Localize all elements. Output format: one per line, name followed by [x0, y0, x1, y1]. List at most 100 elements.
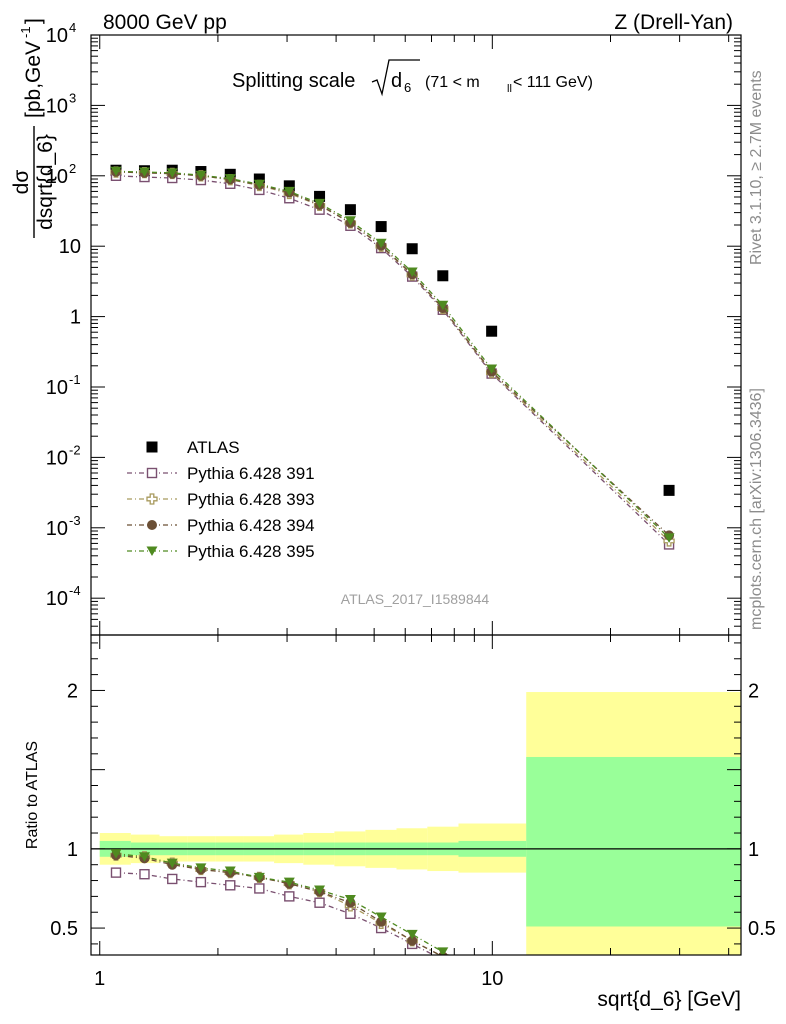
data-point	[314, 190, 326, 202]
y-tick-label: 10	[46, 166, 68, 188]
data-point	[375, 221, 387, 233]
y-tick-label: 10	[59, 236, 81, 258]
y-tick-label: 10	[46, 95, 68, 117]
legend-item: ATLAS	[146, 438, 240, 457]
ratio-point	[314, 897, 325, 908]
data-point	[283, 180, 295, 192]
ratio-point	[407, 935, 418, 946]
y-label-units-sup: -1	[18, 26, 33, 38]
ratio-point	[284, 891, 295, 902]
y-tick-label: 1	[70, 307, 81, 329]
mc-point	[253, 179, 265, 190]
legend-marker	[146, 546, 158, 556]
y-tick-label: 10	[46, 518, 68, 540]
ratio-series-group	[110, 849, 449, 955]
sqrt-symbol	[371, 59, 420, 97]
beam-label: 8000 GeV pp	[103, 11, 227, 34]
plot-title-text: Splitting scale	[232, 70, 355, 92]
x-axis-label: sqrt{d_6} [GeV]	[597, 988, 741, 1011]
legend-marker	[146, 493, 158, 505]
mc-point	[406, 267, 418, 277]
legend-label: Pythia 6.428 393	[187, 490, 315, 509]
ratio-series-line	[115, 852, 444, 953]
legend-label: Pythia 6.428 395	[187, 542, 315, 561]
legend-label: Pythia 6.428 391	[187, 464, 315, 483]
ratio-series	[110, 849, 449, 955]
ratio-point	[254, 883, 265, 894]
y-tick-label-exponent: -3	[69, 513, 81, 528]
legend-item: Pythia 6.428 395	[127, 542, 315, 561]
y-tick-label-exponent: -4	[69, 583, 81, 598]
y-tick-label: 10	[46, 588, 68, 610]
ratio-point	[167, 873, 178, 885]
mc-point	[110, 166, 122, 177]
ratio-point	[375, 912, 387, 922]
mc-point	[195, 170, 207, 181]
legend-marker	[147, 520, 157, 530]
legend-label: ATLAS	[187, 438, 240, 457]
y-label-denominator: dsqrt{d_6}	[34, 134, 57, 230]
data-point	[406, 243, 418, 255]
ratio-series-line	[115, 854, 442, 955]
ratio-y-tick-label: 0.5	[50, 918, 78, 940]
ratio-series-line	[115, 871, 436, 955]
main-series	[110, 166, 675, 541]
ratio-y-tick-label-right: 1	[748, 839, 759, 861]
mc-point	[486, 364, 498, 375]
ratio-y-tick-label-right: 2	[748, 680, 759, 702]
mc-point	[138, 167, 150, 178]
y-tick-label-exponent: 4	[69, 20, 76, 35]
plot-title-symbol-sub: 6	[404, 80, 411, 95]
data-point	[486, 325, 498, 337]
mc-point	[663, 533, 675, 543]
ratio-plot-frame	[90, 634, 742, 956]
plot-title-range-sub: ll	[507, 83, 512, 95]
x-tick-label: 10	[481, 968, 503, 990]
ratio-y-axis-label: Ratio to ATLAS	[24, 741, 41, 849]
ratio-point	[195, 876, 207, 888]
process-label: Z (Drell-Yan)	[614, 11, 733, 34]
x-tick-label: 1	[94, 968, 105, 990]
mcplots-label: mcplots.cern.ch [arXiv:1306.3436]	[748, 388, 765, 630]
ratio-point	[139, 869, 150, 880]
ratio-point	[283, 877, 295, 888]
y-tick-label: 10	[46, 25, 68, 47]
rivet-version-label: Rivet 3.1.10, ≥ 2.7M events	[748, 70, 765, 265]
plot-title-range-pre: (71 < m	[425, 74, 480, 91]
main-series-group	[110, 164, 675, 550]
ratio-y-tick-label: 2	[67, 680, 78, 702]
series-line	[115, 170, 670, 539]
plot-title-range-post: < 111 GeV)	[513, 74, 593, 91]
ratio-point	[406, 929, 418, 940]
ratio-panel: 1 10 0.5 0.5 1 1 2 2	[50, 634, 776, 990]
ratio-y-tick-label: 1	[67, 839, 78, 861]
y-tick-label-exponent: -2	[69, 442, 81, 457]
ratio-series	[110, 867, 449, 955]
mc-point	[437, 300, 449, 311]
main-series	[110, 166, 675, 543]
plot-title-symbol: d	[391, 70, 402, 92]
ratio-point	[253, 872, 265, 883]
ratio-bands	[99, 692, 741, 955]
y-tick-label-exponent: 3	[69, 90, 76, 105]
ratio-point	[166, 858, 178, 869]
plot-title-range: (71 < m	[425, 74, 480, 91]
ratio-point	[437, 947, 449, 955]
ratio-series-line	[115, 854, 442, 955]
legend-marker	[146, 467, 158, 479]
plot-title: Splitting scale d 6 (71 < m ll < 111 GeV…	[232, 59, 593, 97]
ratio-point	[110, 849, 122, 859]
series-line	[115, 171, 670, 542]
main-y-axis-label: dσ dsqrt{d_6} [pb,GeV -1 ]	[10, 18, 57, 238]
analysis-watermark: ATLAS_2017_I1589844	[341, 591, 490, 607]
data-point	[437, 270, 449, 282]
legend: ATLAS Pythia 6.428 391 Pythia 6.428 393 Pyt…	[127, 438, 315, 561]
band-stat-bin	[526, 756, 741, 927]
ratio-axes: 1 10 0.5 0.5 1 1 2 2	[50, 635, 776, 990]
data-point	[344, 204, 356, 216]
mc-point	[166, 168, 178, 178]
ratio-point	[138, 852, 150, 862]
legend-item: Pythia 6.428 394	[127, 516, 315, 535]
